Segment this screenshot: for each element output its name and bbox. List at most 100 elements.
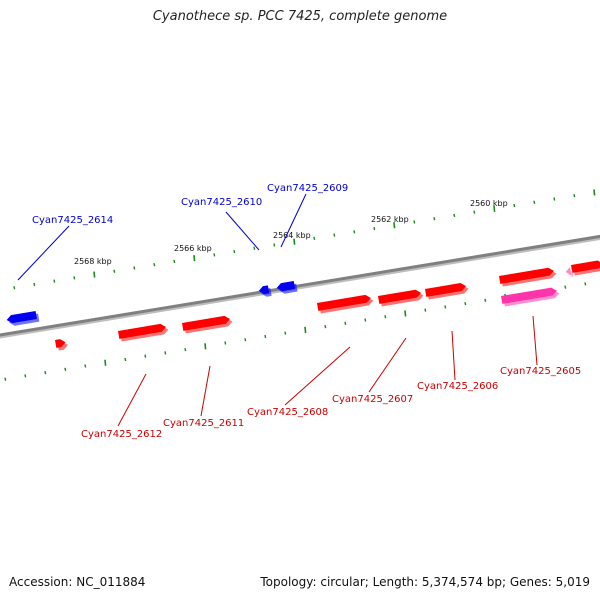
lower-tick [184, 347, 187, 352]
gene-arrow-forward [317, 294, 374, 314]
kbp-label: 2568 kbp [74, 257, 112, 266]
gene-body [276, 281, 296, 292]
upper-tick [373, 226, 376, 231]
gene-arrow-forward [378, 289, 424, 307]
gene-body [425, 283, 467, 297]
lower-tick [364, 318, 367, 322]
lower-tick [4, 377, 7, 381]
gene-leader-line [17, 225, 70, 281]
lower-tick [584, 282, 587, 286]
upper-tick [353, 230, 356, 234]
upper-tick [13, 286, 16, 290]
lower-tick [424, 308, 427, 312]
gene-body [6, 311, 37, 324]
upper-tick [553, 197, 556, 201]
gene-leader-line [532, 315, 538, 366]
upper-tick [93, 271, 96, 278]
upper-tick [473, 210, 476, 214]
gene-leader-line [280, 193, 307, 248]
lower-tick [284, 331, 287, 335]
map-title: Cyanothece sp. PCC 7425, complete genome [152, 9, 448, 24]
gene-body [182, 315, 231, 331]
kbp-label: 2566 kbp [174, 244, 212, 253]
upper-tick [213, 253, 216, 257]
lower-tick [444, 305, 447, 309]
gene-label: Cyan7425_2612 [81, 429, 162, 440]
lower-tick [124, 357, 127, 362]
upper-tick [33, 282, 36, 287]
upper-tick [153, 263, 156, 267]
lower-tick [64, 367, 67, 371]
accession-text: Accession: NC_011884 [9, 575, 146, 589]
gene-arrow-forward [182, 315, 233, 334]
gene-leader-line [368, 337, 407, 393]
upper-tick [393, 222, 396, 229]
upper-tick [573, 194, 576, 198]
upper-tick [53, 279, 56, 283]
gene-leader-line [284, 346, 351, 406]
gene-arrow-reverse [258, 285, 272, 297]
gene-body [378, 289, 422, 304]
gene-arrow-forward [55, 339, 68, 351]
gene-arrow-forward [118, 323, 169, 342]
kbp-label: 2564 kbp [273, 231, 311, 240]
lower-tick [324, 324, 327, 329]
gene-leader-line [451, 330, 456, 381]
gene-label: Cyan7425_2607 [332, 394, 413, 405]
gene-body [317, 294, 371, 311]
upper-tick [193, 255, 196, 262]
gene-label: Cyan7425_2606 [417, 381, 498, 392]
gene-body [258, 285, 270, 295]
lower-tick [204, 343, 207, 350]
gene-body [565, 267, 572, 276]
lower-tick [244, 338, 247, 342]
upper-tick [113, 269, 116, 273]
upper-tick [273, 243, 276, 247]
upper-tick [513, 203, 516, 208]
upper-tick [493, 205, 496, 212]
lower-tick [104, 359, 107, 366]
upper-tick [533, 200, 536, 204]
lower-tick [24, 374, 27, 378]
kbp-label: 2562 kbp [371, 215, 409, 224]
gene-label: Cyan7425_2611 [163, 418, 244, 429]
kbp-label: 2560 kbp [470, 199, 508, 208]
gene-label: Cyan7425_2609 [267, 183, 348, 194]
gene-arrow-reverse [276, 281, 298, 294]
upper-tick [293, 238, 296, 245]
lower-tick [164, 351, 167, 355]
lower-tick [144, 354, 147, 358]
upper-tick [333, 233, 336, 237]
lower-tick [384, 315, 387, 319]
lower-tick [564, 285, 567, 289]
lower-tick [344, 321, 347, 325]
lower-tick [84, 364, 87, 368]
gene-arrow-forward [499, 267, 557, 287]
gene-leader-line [117, 373, 147, 427]
lower-tick [264, 334, 267, 339]
lower-tick [44, 370, 47, 375]
upper-tick [233, 249, 236, 254]
gene-body [501, 287, 557, 304]
upper-tick [173, 259, 176, 264]
gene-label: Cyan7425_2608 [247, 407, 328, 418]
gene-arrow-rna [501, 287, 560, 307]
upper-tick [413, 220, 416, 224]
genome-summary-text: Topology: circular; Length: 5,374,574 bp… [260, 575, 590, 589]
upper-tick [433, 217, 436, 221]
gene-leader-line [200, 365, 211, 417]
upper-tick [453, 213, 456, 218]
gene-body [55, 339, 66, 348]
gene-label: Cyan7425_2610 [181, 197, 262, 208]
gene-body [571, 260, 600, 273]
lower-tick [304, 326, 307, 333]
lower-tick [224, 341, 227, 345]
lower-tick [404, 310, 407, 317]
gene-label: Cyan7425_2614 [32, 215, 113, 226]
gene-body [499, 267, 554, 284]
upper-tick [593, 189, 596, 196]
upper-tick [73, 276, 76, 280]
backbone [0, 234, 600, 337]
gene-body [118, 323, 167, 339]
